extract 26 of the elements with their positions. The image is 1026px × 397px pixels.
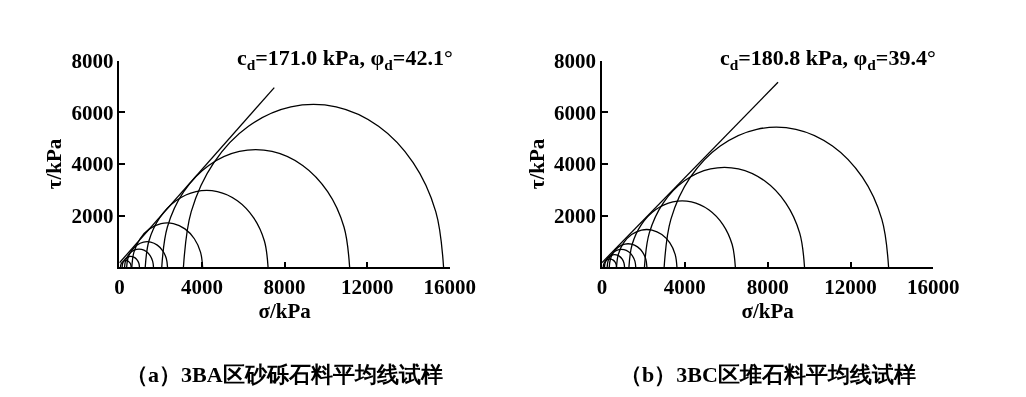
x-tick-label: 8000: [263, 275, 306, 300]
x-tick-label: 0: [114, 275, 125, 300]
y-tick-label: 8000: [71, 48, 114, 73]
x-tick-label: 16000: [423, 275, 477, 300]
annotation: c$_{d}$=180.8 kPa, φ$_{d}$=39.4°: [720, 45, 936, 73]
x-tick-label: 4000: [181, 275, 224, 300]
y-tick-label: 2000: [554, 203, 597, 228]
x-tick-label: 4000: [663, 275, 706, 300]
x-tick-label: 8000: [746, 275, 789, 300]
y-tick-label: 8000: [554, 48, 597, 73]
x-tick-label: 12000: [824, 275, 877, 300]
y-tick-label: 4000: [71, 152, 114, 177]
y-axis-title: τ/kPa: [42, 138, 67, 190]
x-tick-label: 16000: [907, 275, 960, 300]
y-tick-label: 2000: [71, 203, 114, 228]
x-tick-label: 12000: [340, 275, 394, 300]
text: （b）3BC区堆石料平均线试样: [620, 362, 916, 387]
x-axis-title: σ/kPa: [258, 299, 312, 324]
annotation: c$_{d}$=171.0 kPa, φ$_{d}$=42.1°: [237, 45, 453, 73]
y-axis-title: τ/kPa: [524, 138, 549, 190]
text: （a）3BA区砂砾石料平均线试样: [126, 362, 443, 387]
x-axis-title: σ/kPa: [741, 299, 795, 324]
y-tick-label: 6000: [554, 100, 597, 125]
x-tick-label: 0: [596, 275, 608, 300]
y-tick-label: 4000: [554, 152, 597, 177]
y-tick-label: 6000: [71, 100, 114, 125]
